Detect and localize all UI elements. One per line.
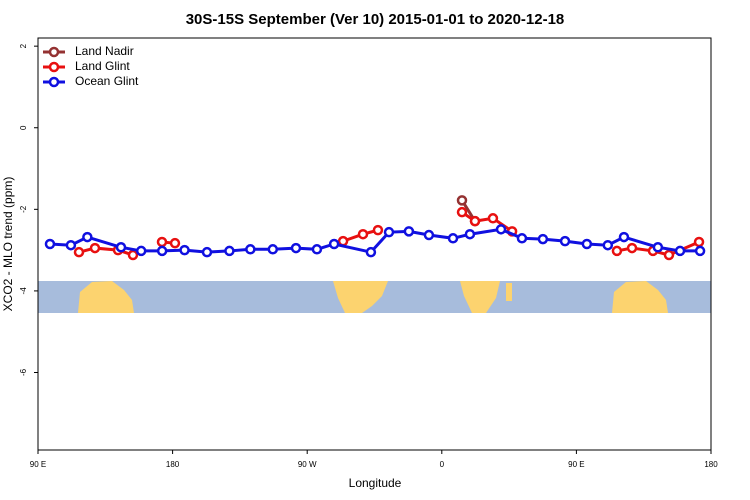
data-point xyxy=(674,245,686,257)
y-tick-label: -2 xyxy=(19,205,28,213)
data-point xyxy=(179,244,190,256)
data-point xyxy=(127,249,139,261)
legend-label: Land Glint xyxy=(75,59,130,73)
data-point xyxy=(169,237,181,249)
data-point xyxy=(693,236,705,248)
data-point xyxy=(201,246,213,258)
y-tick-label: -4 xyxy=(19,287,28,295)
y-tick-label: -6 xyxy=(19,368,28,376)
data-point xyxy=(663,249,675,261)
data-point xyxy=(487,213,499,224)
data-point xyxy=(447,233,459,244)
data-point xyxy=(290,242,302,254)
data-point xyxy=(365,246,377,258)
legend-marker xyxy=(48,61,60,73)
data-point xyxy=(328,238,340,250)
x-tick-label: 90 W xyxy=(298,460,317,469)
data-point xyxy=(611,245,623,257)
x-axis-label: Longitude xyxy=(349,476,402,490)
map-inset xyxy=(38,281,711,313)
legend-label: Land Nadir xyxy=(75,44,134,58)
data-point xyxy=(156,245,168,257)
data-point xyxy=(82,231,93,243)
legend-marker xyxy=(48,46,60,58)
data-point xyxy=(537,233,549,245)
data-point xyxy=(464,228,476,240)
x-tick-label: 0 xyxy=(440,460,445,469)
data-point xyxy=(224,245,235,257)
data-point xyxy=(403,226,415,237)
data-point xyxy=(311,244,323,255)
data-point xyxy=(516,233,528,244)
data-point xyxy=(44,238,56,250)
legend-label: Ocean Glint xyxy=(75,74,139,88)
data-point xyxy=(89,242,101,254)
x-tick-label: 90 E xyxy=(30,460,46,469)
data-point xyxy=(581,238,593,250)
y-tick-label: 2 xyxy=(19,43,28,48)
data-point xyxy=(602,239,614,251)
data-point xyxy=(372,224,384,236)
data-point xyxy=(652,242,664,253)
data-point xyxy=(495,224,507,235)
data-point xyxy=(115,242,127,253)
data-point xyxy=(456,206,468,218)
x-tick-label: 180 xyxy=(704,460,718,469)
data-point xyxy=(245,244,256,255)
data-point xyxy=(423,229,435,241)
data-point xyxy=(65,239,77,251)
y-axis-label: XCO2 - MLO trend (ppm) xyxy=(1,177,15,312)
data-point xyxy=(73,246,85,258)
data-point xyxy=(626,242,638,254)
data-point xyxy=(357,228,369,240)
data-point xyxy=(694,245,706,257)
data-point xyxy=(135,245,147,257)
data-point xyxy=(383,226,395,238)
data-point xyxy=(456,195,468,206)
plot-frame xyxy=(37,37,712,451)
data-point xyxy=(618,231,630,243)
x-tick-label: 180 xyxy=(166,460,180,469)
chart-title: 30S-15S September (Ver 10) 2015-01-01 to… xyxy=(186,11,565,28)
y-tick-label: 0 xyxy=(19,125,28,130)
x-tick-label: 90 E xyxy=(568,460,584,469)
data-point xyxy=(469,215,481,227)
data-point xyxy=(156,236,168,248)
data-point xyxy=(267,244,279,255)
data-point xyxy=(559,235,571,247)
legend-marker xyxy=(48,76,60,88)
